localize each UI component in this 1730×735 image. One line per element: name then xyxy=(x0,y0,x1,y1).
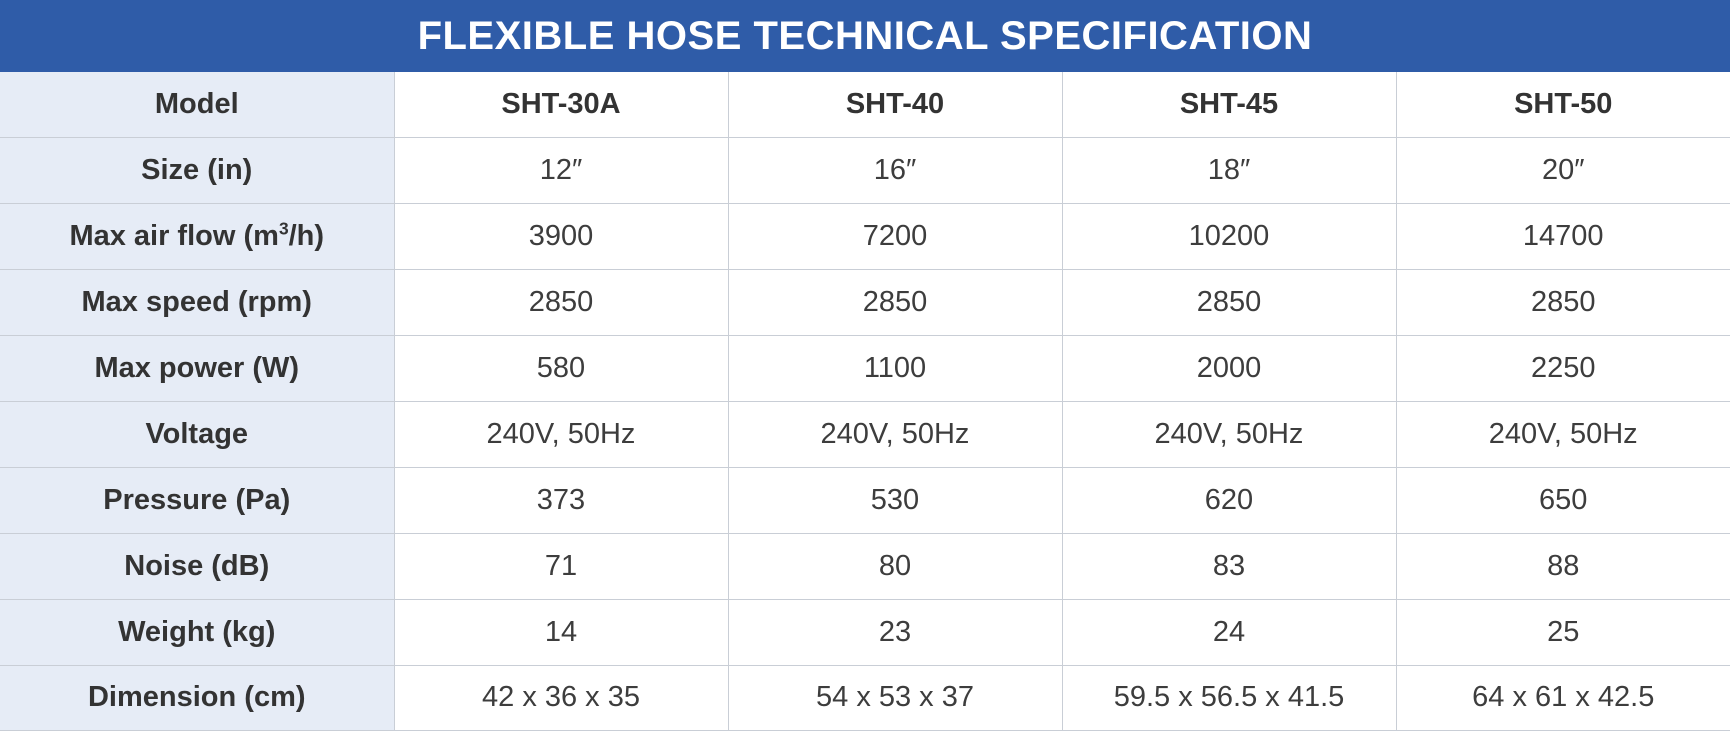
row-label: Size (in) xyxy=(0,137,395,205)
table-row: Noise (dB) 71 80 83 88 xyxy=(0,532,1730,600)
row-label: Noise (dB) xyxy=(0,532,395,600)
table-cell: 240V, 50Hz xyxy=(1061,400,1397,468)
table-row: Weight (kg) 14 23 24 25 xyxy=(0,598,1730,666)
model-header: SHT-50 xyxy=(1395,72,1730,139)
table-cell: 23 xyxy=(727,598,1063,666)
table-cell: 2850 xyxy=(727,269,1063,337)
table-cell: 240V, 50Hz xyxy=(393,400,729,468)
row-label-prefix: Max air flow (m xyxy=(69,220,279,253)
table-cell: 240V, 50Hz xyxy=(1395,400,1730,468)
table-cell: 18″ xyxy=(1061,137,1397,205)
table-cell: 2000 xyxy=(1061,335,1397,402)
table-cell: 1100 xyxy=(727,335,1063,402)
table-cell: 83 xyxy=(1061,532,1397,600)
table-row: Size (in) 12″ 16″ 18″ 20″ xyxy=(0,137,1730,205)
table-cell: 14 xyxy=(393,598,729,666)
table-cell: 620 xyxy=(1061,466,1397,534)
table-cell: 64 x 61 x 42.5 xyxy=(1395,664,1730,732)
table-cell: 530 xyxy=(727,466,1063,534)
row-label: Voltage xyxy=(0,400,395,468)
table-cell: 80 xyxy=(727,532,1063,600)
page-title: FLEXIBLE HOSE TECHNICAL SPECIFICATION xyxy=(0,0,1730,72)
row-label: Max speed (rpm) xyxy=(0,269,395,337)
row-label-model: Model xyxy=(0,72,395,139)
table-cell: 20″ xyxy=(1395,137,1730,205)
model-header: SHT-45 xyxy=(1061,72,1397,139)
table-row: Max air flow (m3/h) 3900 7200 10200 1470… xyxy=(0,203,1730,271)
table-cell: 2250 xyxy=(1395,335,1730,402)
table-cell: 54 x 53 x 37 xyxy=(727,664,1063,732)
table-row: Pressure (Pa) 373 530 620 650 xyxy=(0,466,1730,534)
table-cell: 12″ xyxy=(393,137,729,205)
row-label: Dimension (cm) xyxy=(0,664,395,732)
table-row: Max power (W) 580 1100 2000 2250 xyxy=(0,335,1730,402)
table-cell: 2850 xyxy=(1061,269,1397,337)
table-cell: 71 xyxy=(393,532,729,600)
table-row: Voltage 240V, 50Hz 240V, 50Hz 240V, 50Hz… xyxy=(0,400,1730,468)
table-cell: 580 xyxy=(393,335,729,402)
table-row: Max speed (rpm) 2850 2850 2850 2850 xyxy=(0,269,1730,337)
table-cell: 650 xyxy=(1395,466,1730,534)
table-cell: 24 xyxy=(1061,598,1397,666)
row-label-suffix: /h) xyxy=(288,220,325,253)
table-cell: 25 xyxy=(1395,598,1730,666)
table-cell: 3900 xyxy=(393,203,729,271)
row-label: Max air flow (m3/h) xyxy=(0,203,395,271)
table-header-row: Model SHT-30A SHT-40 SHT-45 SHT-50 xyxy=(0,72,1730,139)
table-cell: 42 x 36 x 35 xyxy=(393,664,729,732)
table-cell: 2850 xyxy=(393,269,729,337)
row-label: Weight (kg) xyxy=(0,598,395,666)
model-header: SHT-30A xyxy=(393,72,729,139)
spec-table: Model SHT-30A SHT-40 SHT-45 SHT-50 Size … xyxy=(0,72,1730,732)
table-cell: 59.5 x 56.5 x 41.5 xyxy=(1061,664,1397,732)
table-row: Dimension (cm) 42 x 36 x 35 54 x 53 x 37… xyxy=(0,664,1730,732)
model-header: SHT-40 xyxy=(727,72,1063,139)
table-cell: 14700 xyxy=(1395,203,1730,271)
table-cell: 88 xyxy=(1395,532,1730,600)
table-cell: 10200 xyxy=(1061,203,1397,271)
table-cell: 240V, 50Hz xyxy=(727,400,1063,468)
table-cell: 373 xyxy=(393,466,729,534)
table-cell: 7200 xyxy=(727,203,1063,271)
row-label: Pressure (Pa) xyxy=(0,466,395,534)
table-cell: 16″ xyxy=(727,137,1063,205)
row-label: Max power (W) xyxy=(0,335,395,402)
row-label-superscript: 3 xyxy=(278,218,289,239)
table-cell: 2850 xyxy=(1395,269,1730,337)
